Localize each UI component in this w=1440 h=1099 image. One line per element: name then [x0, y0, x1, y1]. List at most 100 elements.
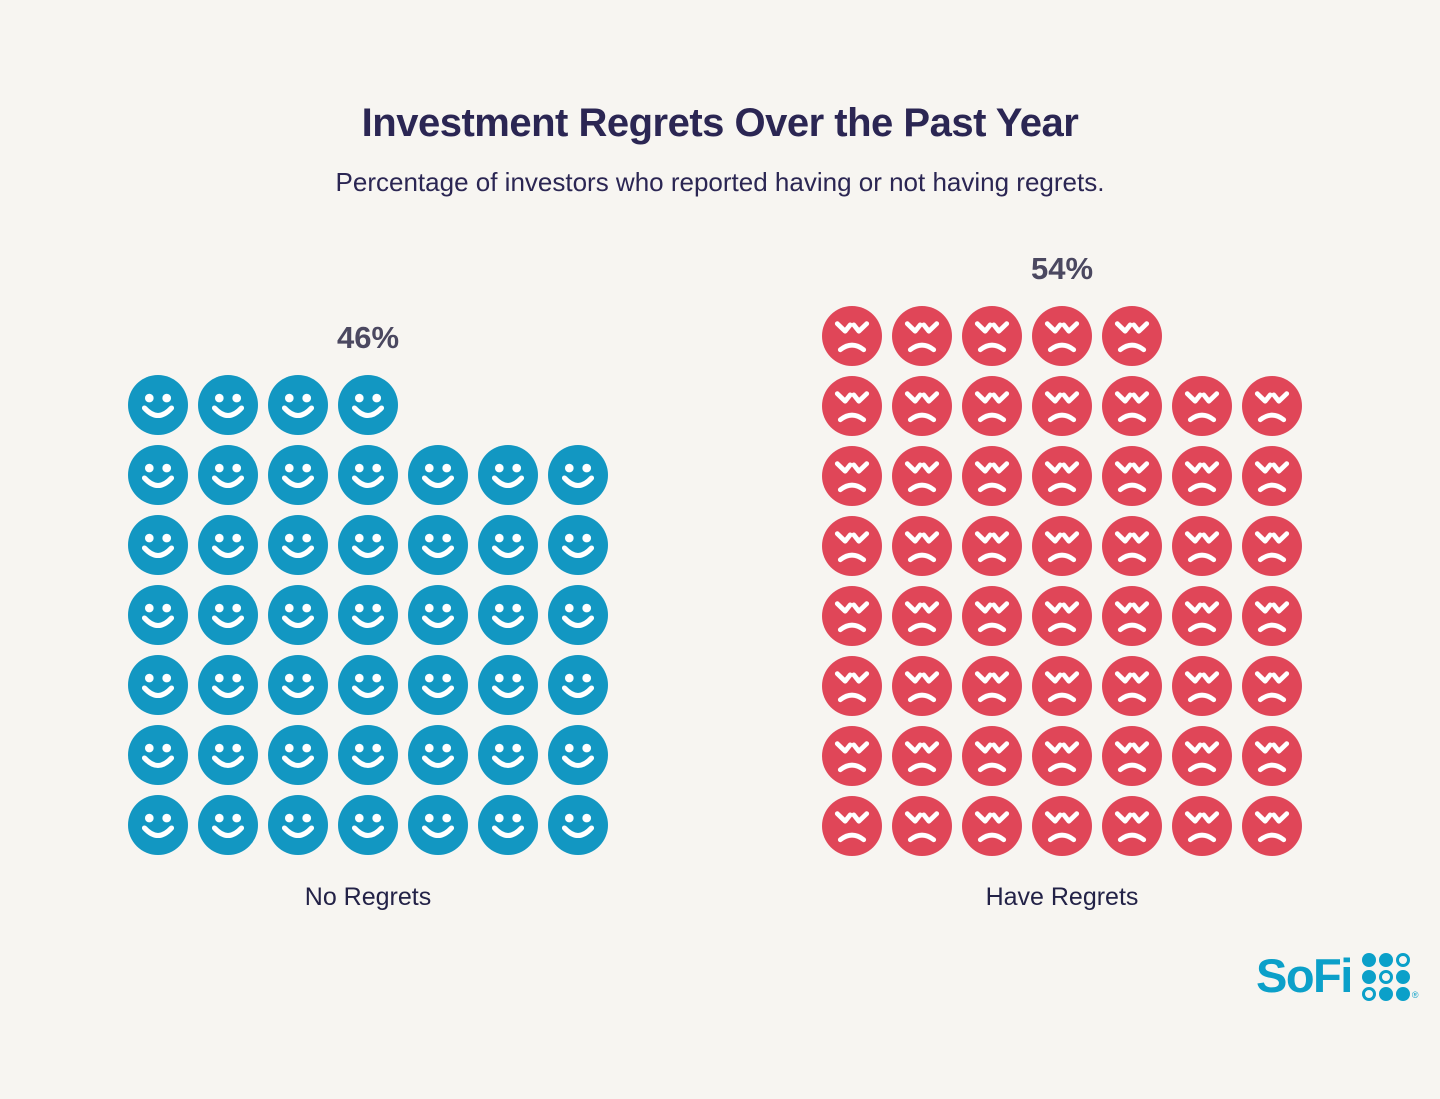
angry-face-icon — [962, 586, 1022, 646]
logo-dot-filled — [1378, 953, 1393, 967]
smiley-face-icon — [408, 725, 468, 785]
angry-face-icon — [1172, 516, 1232, 576]
angry-face-icon — [1032, 586, 1092, 646]
pictogram-row — [822, 726, 1302, 786]
pictogram-row — [128, 375, 608, 435]
angry-face-icon — [1242, 376, 1302, 436]
have-regrets-label: Have Regrets — [985, 883, 1139, 911]
logo-dot-filled — [1361, 953, 1376, 967]
angry-face-icon — [1032, 796, 1092, 856]
angry-face-icon — [1172, 656, 1232, 716]
pictogram-row — [128, 585, 608, 645]
smiley-face-icon — [198, 655, 258, 715]
angry-face-icon — [1242, 446, 1302, 506]
smiley-face-icon — [128, 515, 188, 575]
smiley-face-icon — [408, 795, 468, 855]
angry-face-icon — [962, 516, 1022, 576]
pictogram-row — [822, 306, 1302, 366]
smiley-face-icon — [338, 445, 398, 505]
smiley-face-icon — [198, 445, 258, 505]
angry-face-icon — [1242, 726, 1302, 786]
angry-face-icon — [1242, 516, 1302, 576]
smiley-face-icon — [128, 655, 188, 715]
smiley-face-icon — [408, 445, 468, 505]
angry-face-icon — [1032, 656, 1092, 716]
sofi-logo-text: SoFi — [1256, 949, 1353, 1002]
pictogram-row — [822, 796, 1302, 856]
angry-face-icon — [1102, 796, 1162, 856]
angry-face-icon — [892, 656, 952, 716]
logo-dot-filled — [1361, 970, 1376, 984]
smiley-face-icon — [338, 725, 398, 785]
smiley-face-icon — [478, 655, 538, 715]
smiley-face-icon — [408, 515, 468, 575]
no-regrets-label: No Regrets — [304, 883, 432, 911]
angry-face-icon — [962, 376, 1022, 436]
smiley-face-icon — [478, 585, 538, 645]
angry-face-icon — [1102, 656, 1162, 716]
angry-face-icon — [892, 726, 952, 786]
smiley-face-icon — [408, 585, 468, 645]
logo-dot-ring — [1361, 987, 1376, 1001]
chart-subtitle: Percentage of investors who reported hav… — [335, 167, 1105, 197]
angry-face-icon — [822, 656, 882, 716]
smiley-face-icon — [408, 655, 468, 715]
angry-face-icon — [962, 726, 1022, 786]
smiley-face-icon — [548, 585, 608, 645]
logo-dot-ring — [1378, 970, 1393, 984]
smiley-face-icon — [338, 795, 398, 855]
angry-face-icon — [1032, 306, 1092, 366]
angry-face-icon — [822, 796, 882, 856]
logo-dot-filled — [1395, 970, 1410, 984]
angry-face-icon — [1172, 796, 1232, 856]
registered-trademark-symbol: ® — [1411, 990, 1419, 1000]
angry-face-icon — [1172, 726, 1232, 786]
angry-face-icon — [1032, 726, 1092, 786]
pictogram-row — [128, 515, 608, 575]
smiley-face-icon — [548, 445, 608, 505]
pictogram-row — [128, 795, 608, 855]
smiley-face-icon — [128, 375, 188, 435]
angry-face-icon — [892, 586, 952, 646]
angry-face-icon — [892, 306, 952, 366]
angry-face-icon — [1032, 516, 1092, 576]
angry-face-icon — [822, 446, 882, 506]
angry-face-icon — [1102, 516, 1162, 576]
have-regrets-percent-label: 54% — [1030, 251, 1094, 286]
smiley-face-icon — [198, 725, 258, 785]
smiley-face-icon — [478, 795, 538, 855]
smiley-face-icon — [268, 375, 328, 435]
angry-face-icon — [892, 796, 952, 856]
smiley-face-icon — [128, 795, 188, 855]
smiley-face-icon — [268, 795, 328, 855]
angry-face-icon — [1102, 376, 1162, 436]
chart-title: Investment Regrets Over the Past Year — [361, 101, 1079, 145]
smiley-face-icon — [478, 515, 538, 575]
sofi-logo: SoFi ® — [1256, 950, 1418, 1002]
smiley-face-icon — [128, 445, 188, 505]
pictogram-row — [822, 516, 1302, 576]
pictogram-row — [822, 586, 1302, 646]
angry-face-icon — [892, 516, 952, 576]
no-regrets-pictogram-grid — [128, 375, 608, 865]
have-regrets-pictogram-grid — [822, 306, 1302, 866]
smiley-face-icon — [548, 795, 608, 855]
pictogram-row — [822, 656, 1302, 716]
angry-face-icon — [1032, 446, 1092, 506]
smiley-face-icon — [268, 445, 328, 505]
smiley-face-icon — [478, 725, 538, 785]
smiley-face-icon — [198, 585, 258, 645]
smiley-face-icon — [548, 515, 608, 575]
smiley-face-icon — [478, 445, 538, 505]
angry-face-icon — [822, 516, 882, 576]
logo-dot-filled — [1395, 987, 1410, 1001]
pictogram-row — [822, 376, 1302, 436]
angry-face-icon — [822, 376, 882, 436]
angry-face-icon — [1032, 376, 1092, 436]
angry-face-icon — [892, 376, 952, 436]
logo-dot-filled — [1378, 987, 1393, 1001]
logo-dot-ring — [1395, 953, 1410, 967]
sofi-logo-dots-icon — [1361, 953, 1410, 1001]
pictogram-row — [128, 725, 608, 785]
